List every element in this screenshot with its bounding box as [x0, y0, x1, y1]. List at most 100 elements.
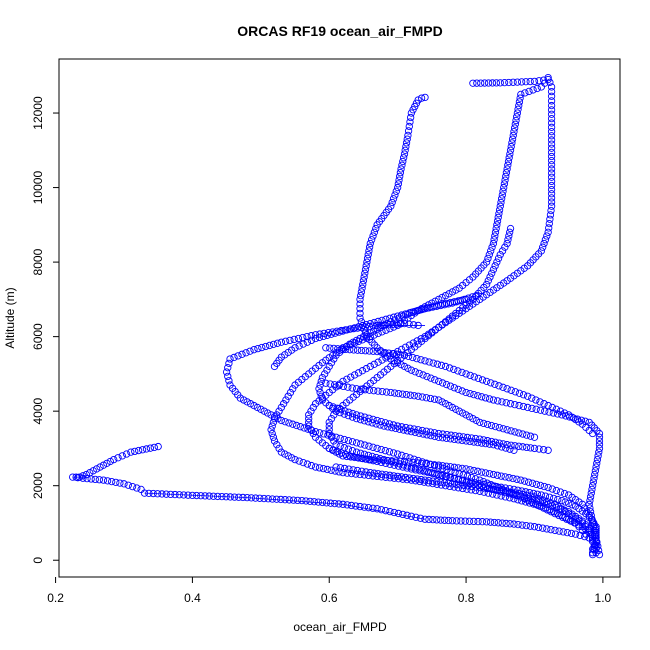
data-point: [563, 529, 571, 537]
data-point: [370, 228, 379, 236]
data-point: [547, 140, 556, 148]
data-point: [592, 532, 600, 540]
data-point: [95, 476, 104, 484]
data-point: [533, 84, 541, 93]
data-point: [544, 73, 552, 82]
data-point: [493, 217, 502, 225]
data-point: [400, 319, 409, 328]
data-point: [421, 357, 429, 365]
data-point: [486, 273, 494, 281]
data-point: [327, 330, 335, 338]
data-point: [547, 190, 556, 198]
data-point: [361, 413, 369, 421]
data-point: [311, 463, 320, 471]
data-point: [116, 479, 124, 487]
data-point: [409, 308, 417, 316]
data-point: [358, 322, 367, 330]
data-point: [373, 325, 381, 333]
data-point: [209, 492, 218, 500]
data-point: [561, 498, 569, 506]
data-point: [450, 365, 458, 374]
data-point: [558, 496, 566, 505]
data-point: [399, 157, 407, 166]
data-point: [504, 157, 513, 166]
data-point: [391, 389, 399, 397]
data-point: [357, 440, 365, 448]
data-point: [544, 228, 552, 236]
data-point: [471, 434, 480, 443]
data-point: [382, 388, 391, 396]
data-point: [493, 442, 502, 450]
data-point: [401, 473, 410, 482]
data-point: [435, 377, 443, 385]
data-point: [395, 425, 404, 433]
data-point: [222, 493, 230, 501]
x-tick-label: 0.2: [47, 591, 64, 605]
data-point: [395, 176, 403, 184]
data-point: [360, 273, 368, 281]
data-point: [327, 433, 336, 441]
data-point: [325, 422, 333, 430]
data-point: [433, 516, 441, 524]
data-point: [251, 494, 260, 502]
data-point: [474, 467, 482, 475]
data-point: [501, 243, 509, 251]
data-point: [369, 347, 377, 355]
data-point: [545, 219, 553, 228]
data-point: [386, 471, 394, 479]
data-point: [465, 517, 474, 525]
data-point: [352, 411, 361, 419]
data-point: [330, 411, 338, 419]
data-point: [494, 519, 502, 527]
data-point: [413, 354, 421, 363]
data-point: [405, 122, 413, 131]
data-point: [140, 489, 149, 497]
data-point: [357, 291, 365, 300]
data-point: [495, 206, 504, 214]
data-point: [528, 404, 536, 413]
data-point: [374, 317, 382, 326]
data-point: [382, 315, 390, 323]
data-point: [547, 161, 556, 169]
data-point: [238, 350, 246, 358]
data-point: [540, 482, 548, 491]
data-point: [399, 154, 408, 162]
data-point: [497, 195, 506, 203]
data-point: [448, 288, 457, 296]
data-point: [547, 206, 555, 215]
data-point: [452, 286, 460, 294]
data-point: [504, 161, 512, 169]
data-point: [335, 500, 343, 508]
data-point: [484, 254, 492, 263]
data-point: [490, 518, 499, 527]
data-point: [530, 433, 539, 441]
data-point: [467, 434, 476, 442]
data-point: [474, 392, 482, 400]
data-point: [134, 446, 143, 455]
data-point: [462, 465, 470, 473]
data-point: [460, 295, 469, 304]
data-point: [399, 461, 408, 469]
data-point: [491, 232, 499, 240]
data-point: [429, 303, 437, 311]
data-point: [555, 527, 563, 535]
data-point: [406, 391, 415, 399]
data-point: [277, 448, 285, 456]
data-point: [497, 487, 505, 496]
data-point: [380, 422, 388, 430]
data-point: [588, 550, 597, 559]
data-point: [399, 510, 407, 519]
data-point: [421, 305, 429, 313]
data-point: [556, 488, 565, 496]
data-point: [426, 394, 435, 403]
data-point: [480, 79, 489, 87]
data-point: [547, 177, 556, 186]
data-point: [393, 350, 401, 358]
data-point: [539, 446, 548, 454]
data-point: [509, 491, 517, 499]
data-point: [343, 375, 351, 383]
data-point: [369, 232, 377, 240]
data-point: [413, 307, 421, 315]
data-point: [438, 398, 446, 406]
data-point: [552, 405, 561, 413]
